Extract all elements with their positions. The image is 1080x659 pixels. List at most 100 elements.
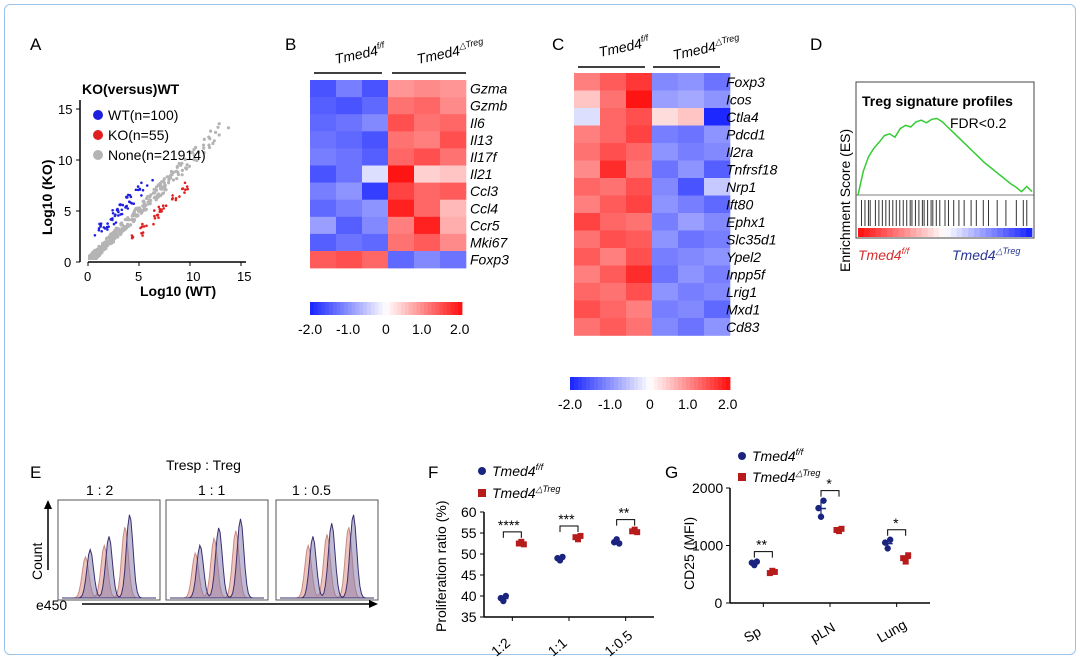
rank-segment bbox=[881, 228, 888, 237]
heatmap-cell bbox=[310, 165, 337, 183]
significance-stars: * bbox=[893, 515, 899, 531]
none-gene-point bbox=[183, 157, 187, 162]
heatmap-cell bbox=[414, 131, 441, 149]
heatmap-cell bbox=[678, 248, 705, 266]
wt-gene-point bbox=[151, 178, 154, 182]
scale-segment bbox=[427, 302, 432, 315]
heatmap-cell bbox=[336, 165, 363, 183]
y-tick-label-a: 5 bbox=[64, 204, 71, 219]
none-gene-point bbox=[217, 133, 221, 137]
panel-letter-e: E bbox=[30, 463, 41, 482]
y-tick-label: 35 bbox=[461, 609, 477, 625]
heatmap-cell bbox=[600, 283, 627, 301]
heatmap-cell bbox=[678, 265, 705, 284]
gene-label: Ift80 bbox=[726, 196, 753, 212]
gene-label: Ccl3 bbox=[470, 183, 498, 199]
wt-gene-point bbox=[136, 185, 140, 188]
none-gene-point bbox=[109, 241, 113, 245]
heatmap-cell bbox=[414, 97, 441, 115]
heatmap-cell bbox=[440, 131, 467, 149]
none-gene-point bbox=[201, 143, 206, 147]
rank-segment bbox=[858, 228, 865, 237]
panel-letter-d: D bbox=[810, 35, 822, 54]
heatmap-cell bbox=[600, 195, 627, 214]
category-label: 1:1 bbox=[545, 634, 570, 659]
scale-tick-label: -1.0 bbox=[336, 321, 360, 337]
data-point-ff bbox=[886, 536, 894, 543]
heatmap-cell bbox=[678, 108, 705, 126]
y-label-a: Log10 (KO) bbox=[39, 160, 55, 235]
histograms-e bbox=[57, 499, 379, 601]
ko-gene-point bbox=[185, 185, 189, 188]
heatmap-cell bbox=[414, 216, 441, 235]
gene-label: Il6 bbox=[470, 115, 485, 131]
none-gene-point bbox=[123, 226, 127, 230]
heatmap-cell bbox=[678, 125, 705, 144]
none-gene-point bbox=[88, 259, 89, 260]
gene-label: Icos bbox=[726, 91, 752, 107]
scale-segment bbox=[666, 377, 671, 390]
none-gene-point bbox=[158, 187, 163, 191]
heatmap-cell bbox=[388, 131, 415, 149]
data-point-ff bbox=[615, 540, 623, 547]
wt-gene-point bbox=[117, 214, 120, 217]
none-gene-point bbox=[89, 262, 92, 265]
none-gene-point bbox=[153, 191, 157, 195]
none-gene-point bbox=[196, 150, 201, 154]
none-gene-point bbox=[187, 164, 191, 168]
ko-gene-point bbox=[184, 188, 187, 191]
heatmap-cell bbox=[362, 131, 389, 149]
significance-bracket bbox=[753, 551, 773, 558]
wt-gene-point bbox=[112, 222, 116, 226]
none-gene-point bbox=[163, 183, 167, 187]
scale-segment bbox=[355, 302, 360, 315]
wt-gene-point bbox=[93, 234, 97, 237]
heatmap-cell bbox=[440, 148, 467, 166]
heatmap-cell bbox=[600, 318, 627, 336]
scale-segment bbox=[443, 302, 448, 315]
none-gene-point bbox=[149, 198, 153, 202]
scale-segment bbox=[686, 377, 691, 390]
wt-gene-point bbox=[138, 187, 142, 191]
scale-segment bbox=[646, 377, 651, 390]
scale-segment bbox=[602, 377, 607, 390]
heatmap-cell bbox=[362, 165, 389, 183]
scale-segment bbox=[582, 377, 587, 390]
ko-gene-point bbox=[139, 226, 142, 230]
scale-segment bbox=[431, 302, 436, 315]
heatmap-cell bbox=[652, 160, 679, 179]
panel-letter-g: G bbox=[665, 463, 678, 482]
heatmap-cell bbox=[336, 114, 363, 132]
ko-gene-point bbox=[174, 198, 178, 202]
wt-gene-point bbox=[105, 225, 109, 229]
data-point-ff bbox=[815, 504, 822, 512]
legend-label-none: None(n=21914) bbox=[108, 147, 206, 163]
none-gene-point bbox=[120, 229, 124, 233]
scale-segment bbox=[458, 302, 463, 315]
legend-dot-ko bbox=[93, 130, 103, 140]
scale-segment bbox=[340, 302, 345, 315]
gene-label: Mki67 bbox=[470, 234, 509, 250]
heatmap-cell bbox=[574, 248, 601, 266]
category-label: 1:2 bbox=[488, 634, 513, 659]
legend-dot-wt bbox=[93, 110, 103, 120]
category-label: Sp bbox=[741, 623, 764, 646]
heatmap-cell bbox=[362, 182, 389, 200]
none-gene-point bbox=[175, 165, 179, 169]
wt-gene-point bbox=[99, 224, 102, 227]
legend-label-f-ko: Tmed4△Treg bbox=[492, 484, 560, 501]
ko-gene-point bbox=[181, 187, 185, 190]
ko-gene-point bbox=[183, 191, 186, 194]
heatmap-cell bbox=[336, 148, 363, 166]
heatmap-cell bbox=[336, 199, 363, 218]
gene-label: Mxd1 bbox=[726, 301, 760, 317]
count-label: Count bbox=[29, 543, 45, 580]
wt-gene-point bbox=[111, 212, 115, 215]
none-gene-point bbox=[104, 243, 108, 247]
heatmap-cell bbox=[678, 300, 705, 319]
rank-segment bbox=[869, 228, 876, 237]
scale-segment bbox=[374, 302, 379, 315]
none-gene-point bbox=[167, 178, 171, 182]
panel-letter-f: F bbox=[428, 463, 438, 482]
heatmap-cell bbox=[414, 182, 441, 200]
